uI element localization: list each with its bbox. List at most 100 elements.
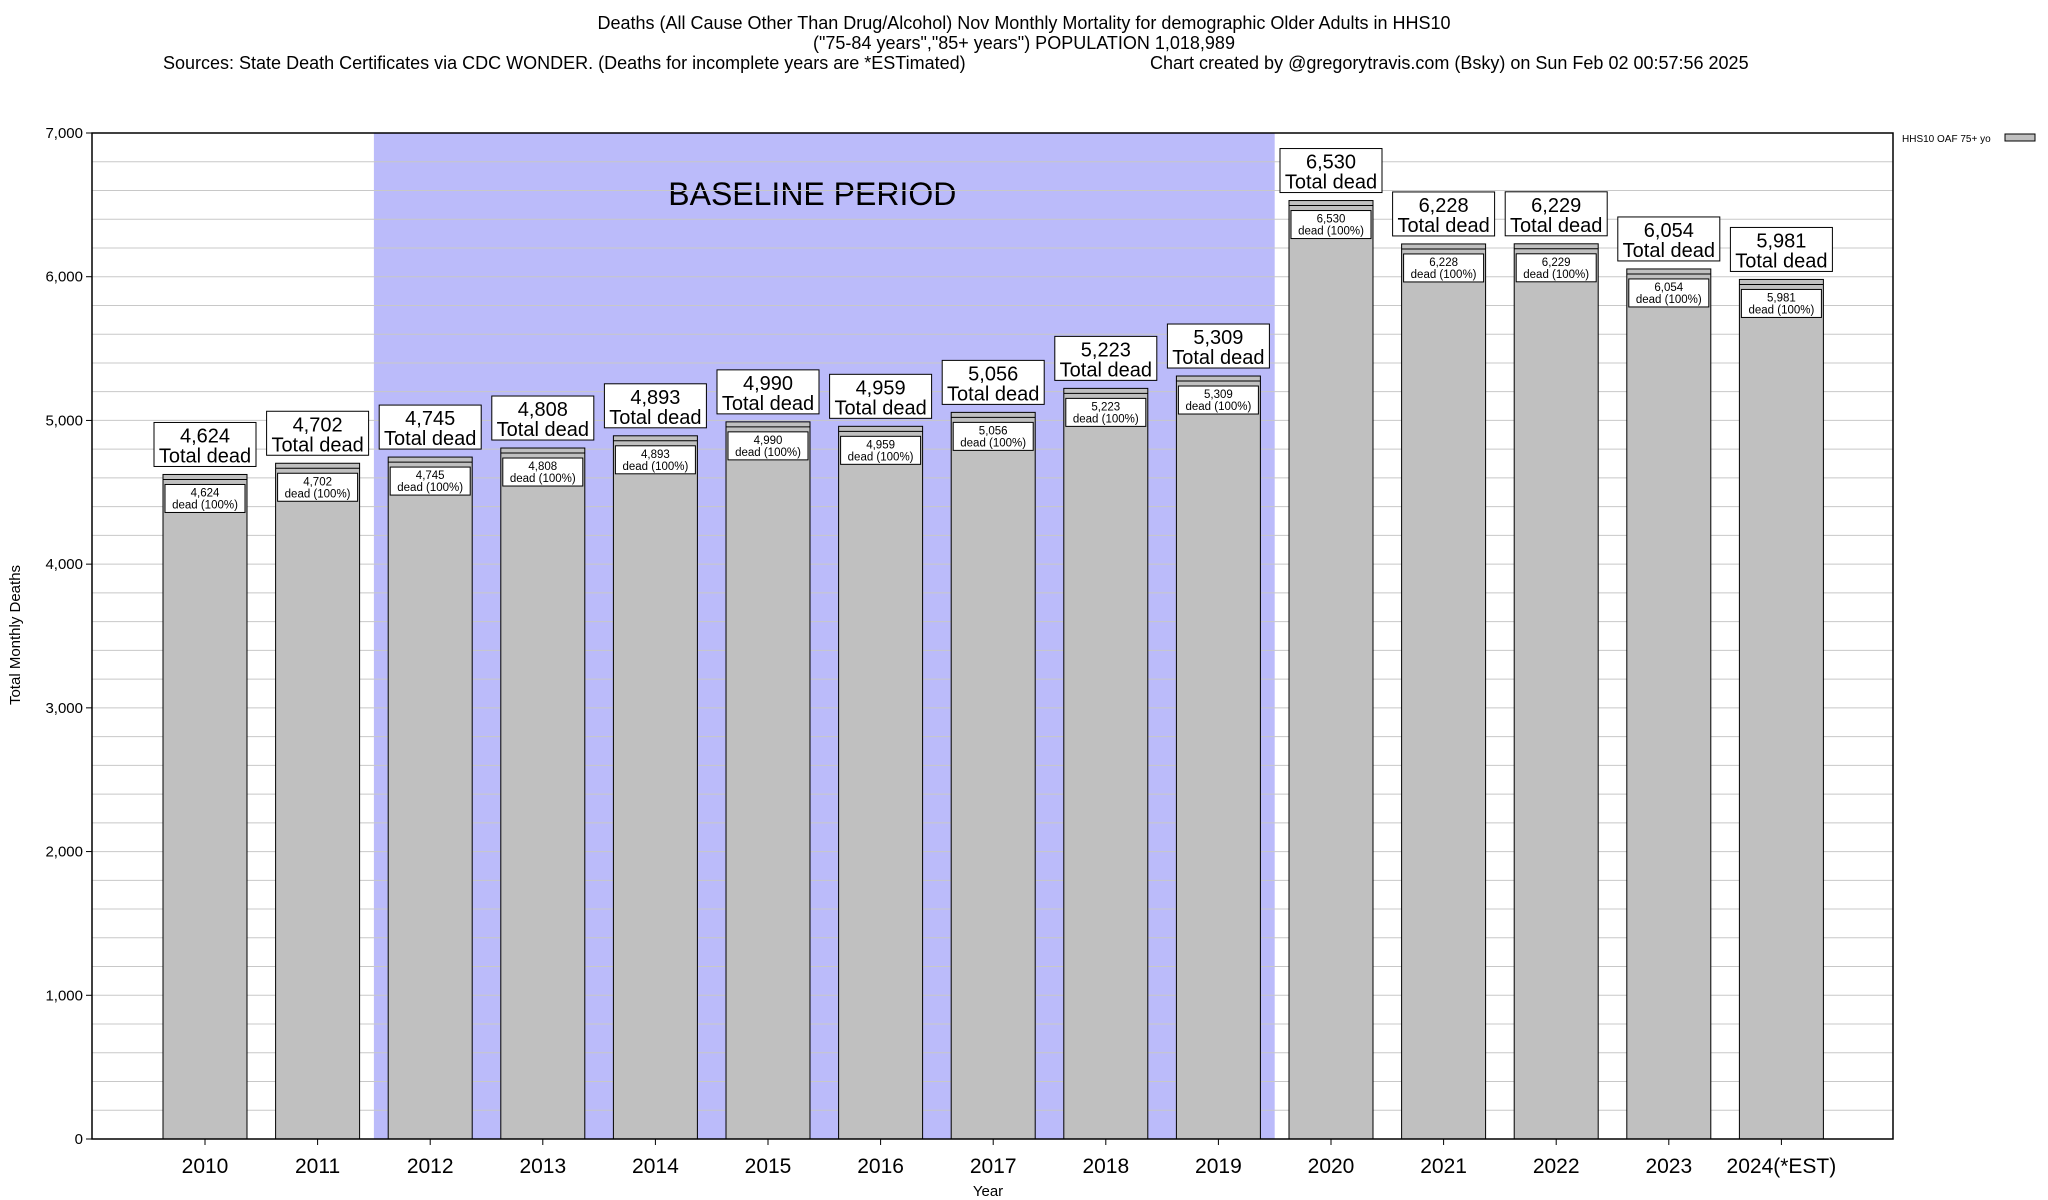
y-tick-label: 1,000	[45, 987, 83, 1004]
inner-value-label: 4,893	[641, 449, 670, 461]
inner-percent-label: dead (100%)	[1523, 269, 1589, 281]
total-value-label: 4,959	[856, 377, 906, 399]
bar	[1401, 243, 1487, 1140]
total-value-label: 4,745	[405, 408, 455, 430]
total-label-box	[1729, 226, 1833, 272]
inner-label-box	[840, 435, 922, 465]
inner-percent-label: dead (100%)	[960, 437, 1026, 449]
total-label-box	[603, 383, 707, 429]
total-value-label: 6,229	[1531, 195, 1581, 217]
x-tick-label: 2016	[857, 1155, 904, 1178]
x-tick-label: 2020	[1308, 1155, 1355, 1178]
y-tick-label: 0	[75, 1131, 83, 1148]
chart-source-note: Sources: State Death Certificates via CD…	[163, 53, 966, 73]
inner-label-box	[1403, 253, 1485, 283]
total-suffix-label: Total dead	[1285, 172, 1377, 194]
total-value-label: 6,228	[1419, 195, 1469, 217]
y-axis-label: Total Monthly Deaths	[7, 565, 24, 705]
bar	[1626, 268, 1712, 1140]
total-value-label: 4,702	[293, 414, 343, 436]
inner-percent-label: dead (100%)	[1073, 413, 1139, 425]
x-tick-label: 2019	[1195, 1155, 1242, 1178]
bar	[387, 456, 473, 1140]
x-tick-label: 2018	[1082, 1155, 1129, 1178]
inner-label-box	[277, 472, 359, 502]
inner-percent-label: dead (100%)	[1748, 304, 1814, 316]
inner-value-label: 6,228	[1429, 257, 1458, 269]
total-label-box	[1617, 216, 1721, 262]
inner-label-box	[502, 457, 584, 487]
total-suffix-label: Total dead	[497, 419, 589, 441]
inner-value-label: 5,981	[1767, 292, 1796, 304]
inner-value-label: 4,808	[528, 461, 557, 473]
total-label-box	[941, 359, 1045, 405]
plot-frame	[91, 132, 1894, 1140]
total-label-box	[1392, 191, 1496, 237]
bar	[838, 425, 924, 1140]
inner-value-label: 5,056	[979, 425, 1008, 437]
y-tick-label: 2,000	[45, 844, 83, 861]
bar	[1063, 387, 1149, 1140]
inner-label-box	[614, 445, 696, 475]
inner-percent-label: dead (100%)	[1411, 269, 1477, 281]
inner-value-label: 6,229	[1542, 257, 1571, 269]
inner-percent-label: dead (100%)	[397, 482, 463, 494]
total-label-box	[1166, 323, 1270, 369]
x-axis: 2010 2011 2012 2013 2014 2015 2016 2017 2018 2019…	[182, 1139, 1836, 1178]
inner-percent-label: dead (100%)	[172, 499, 238, 511]
y-axis: 0 1,000 2,000 3,000 4,000 5,000 6,000 7,000	[45, 125, 92, 1148]
legend-swatch	[2004, 133, 2036, 142]
inner-label-box	[164, 483, 246, 513]
x-tick-label: 2023	[1645, 1155, 1692, 1178]
total-suffix-label: Total dead	[271, 434, 363, 456]
inner-label-box	[727, 431, 809, 461]
y-tick-label: 5,000	[45, 412, 83, 429]
inner-value-label: 5,223	[1091, 401, 1120, 413]
inner-percent-label: dead (100%)	[1185, 401, 1251, 413]
total-suffix-label: Total dead	[1397, 215, 1489, 237]
inner-percent-label: dead (100%)	[1636, 294, 1702, 306]
inner-percent-label: dead (100%)	[1298, 226, 1364, 238]
inner-percent-label: dead (100%)	[510, 473, 576, 485]
bar	[950, 411, 1036, 1140]
inner-label-box	[1515, 253, 1597, 283]
bar	[1513, 243, 1599, 1140]
total-label-box	[1054, 335, 1158, 381]
total-label-box	[1504, 191, 1608, 237]
legend: HHS10 OAF 75+ yo	[1902, 133, 2036, 145]
bar	[275, 462, 361, 1140]
inner-label-box	[1290, 210, 1372, 240]
bars	[162, 200, 1824, 1140]
x-tick-label: 2015	[745, 1155, 792, 1178]
inner-label-box	[952, 421, 1034, 451]
x-tick-label: 2012	[407, 1155, 454, 1178]
x-tick-label: 2011	[295, 1155, 340, 1178]
inner-label-box	[1177, 385, 1259, 415]
total-label-box	[378, 404, 482, 450]
y-tick-label: 3,000	[45, 700, 83, 717]
bar	[1288, 200, 1374, 1140]
total-suffix-label: Total dead	[1060, 359, 1152, 381]
total-value-label: 5,981	[1756, 230, 1806, 252]
chart-credit-note: Chart created by @gregorytravis.com (Bsk…	[1150, 53, 1749, 73]
x-tick-label: 2010	[182, 1155, 229, 1178]
total-value-label: 5,309	[1193, 327, 1243, 349]
total-label-box	[1279, 148, 1383, 194]
total-suffix-label: Total dead	[947, 383, 1039, 405]
total-suffix-label: Total dead	[722, 393, 814, 415]
x-tick-label: 2017	[970, 1155, 1017, 1178]
total-value-label: 6,054	[1644, 220, 1694, 242]
inner-percent-label: dead (100%)	[622, 461, 688, 473]
inner-value-label: 4,745	[416, 470, 445, 482]
total-suffix-label: Total dead	[1623, 240, 1715, 262]
y-tick-label: 7,000	[45, 125, 83, 142]
inner-percent-label: dead (100%)	[735, 447, 801, 459]
total-label-box	[153, 421, 257, 467]
x-tick-label: 2013	[519, 1155, 566, 1178]
bar	[500, 447, 586, 1140]
inner-percent-label: dead (100%)	[285, 488, 351, 500]
total-suffix-label: Total dead	[1172, 347, 1264, 369]
inner-value-label: 6,530	[1317, 214, 1346, 226]
